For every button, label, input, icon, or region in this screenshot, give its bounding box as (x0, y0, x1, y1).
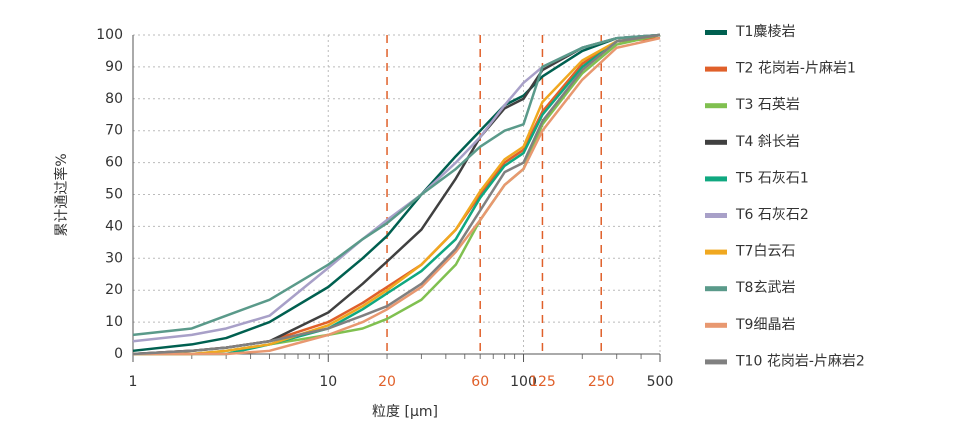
y-tick-label: 90 (105, 59, 123, 75)
reference-label: 250 (588, 374, 615, 390)
legend-swatch (705, 103, 727, 109)
x-tick-label: 1 (129, 374, 138, 390)
legend-label: T2 花岗岩-片麻岩1 (735, 61, 856, 77)
reference-label: 20 (378, 374, 396, 390)
legend-swatch (705, 66, 727, 72)
legend-label: T9细晶岩 (735, 317, 795, 333)
legend-label: T3 石英岩 (735, 96, 800, 113)
legend-label: T5 石灰石1 (735, 170, 809, 186)
series-line (133, 33, 661, 356)
legend-swatch (705, 359, 727, 365)
legend-label: T1麋棱岩 (735, 24, 795, 40)
legend-swatch (705, 286, 727, 292)
y-tick-label: 10 (105, 314, 123, 330)
x-tick-label: 100 (510, 374, 537, 390)
legend-label: T6 石灰石2 (735, 207, 809, 223)
legend-label: T8玄武岩 (735, 279, 795, 296)
legend-swatch (705, 139, 727, 145)
series-line (132, 33, 661, 353)
y-tick-label: 70 (105, 123, 123, 139)
legend-swatch (705, 30, 727, 35)
y-axis-label: 累计通过率% (53, 153, 70, 236)
legend-label: T10 花岗岩-片麻岩2 (735, 353, 865, 369)
series-line (133, 36, 661, 356)
reference-label: 125 (529, 374, 556, 390)
y-tick-label: 50 (105, 187, 123, 203)
legend-swatch (705, 213, 727, 218)
legend-label: T7白云石 (735, 244, 795, 260)
x-axis-label: 粒度 [μm] (372, 404, 438, 420)
y-tick-label: 80 (105, 91, 123, 107)
y-tick-label: 40 (105, 218, 123, 234)
y-tick-label: 100 (96, 27, 123, 43)
legend-swatch (705, 249, 727, 255)
y-tick-label: 20 (105, 282, 123, 298)
series-line (132, 33, 661, 337)
series-line (132, 36, 661, 356)
legend-swatch (705, 176, 727, 182)
reference-label: 60 (471, 374, 489, 390)
legend-swatch (705, 322, 727, 328)
series-line (132, 33, 661, 356)
legend-label: T4 斜长岩 (735, 134, 800, 150)
y-tick-label: 60 (105, 155, 123, 171)
x-tick-label: 500 (647, 374, 674, 390)
y-tick-label: 0 (114, 346, 123, 362)
y-tick-label: 30 (105, 250, 123, 266)
series-line (133, 33, 661, 356)
x-tick-label: 10 (319, 374, 337, 390)
